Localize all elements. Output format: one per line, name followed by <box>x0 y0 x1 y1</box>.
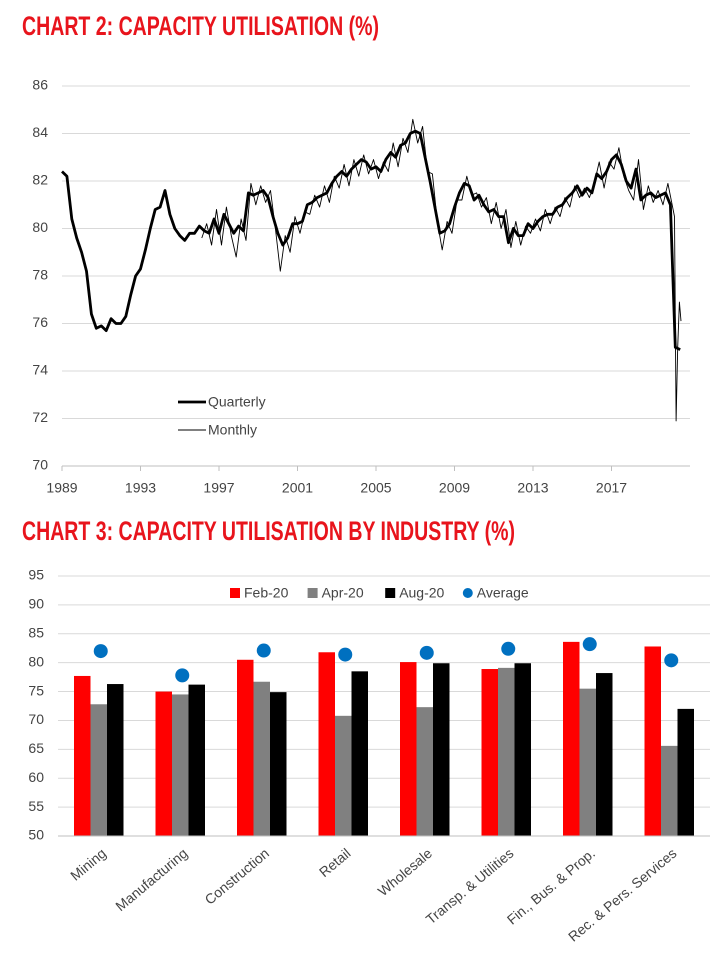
bar <box>155 691 172 836</box>
y-tick-label: 90 <box>28 596 44 612</box>
bar <box>400 662 417 836</box>
average-dot <box>256 643 271 658</box>
average-dot <box>338 647 353 662</box>
x-tick-label: Manufacturing <box>112 845 190 914</box>
data-line <box>61 129 681 351</box>
legend-swatch <box>307 588 318 598</box>
bar <box>318 652 335 836</box>
bar <box>351 671 368 836</box>
legend-label: Apr-20 <box>322 585 364 601</box>
y-tick-label: 85 <box>28 624 44 640</box>
bar <box>563 641 580 836</box>
x-tick-label: Retail <box>316 845 354 880</box>
legend-label: Monthly <box>208 422 257 438</box>
y-tick-label: 55 <box>28 798 44 814</box>
y-tick-label: 95 <box>28 567 44 583</box>
legend-label: Aug-20 <box>399 585 444 601</box>
chart-title: CHART 3: CAPACITY UTILISATION BY INDUSTR… <box>22 516 515 546</box>
bar <box>90 704 107 836</box>
bar <box>498 667 515 836</box>
y-tick-label: 86 <box>32 77 48 93</box>
bar <box>188 684 205 836</box>
y-tick-label: 65 <box>28 740 44 756</box>
x-tick-label: Mining <box>67 845 109 884</box>
average-dot <box>93 644 108 659</box>
x-tick-label: 2013 <box>517 480 548 496</box>
legend-label: Feb-20 <box>244 585 289 601</box>
y-tick-label: 80 <box>28 653 44 669</box>
average-dot <box>501 641 516 656</box>
bar <box>579 688 596 836</box>
bar <box>481 669 498 836</box>
x-tick-label: Wholesale <box>375 845 436 899</box>
y-tick-label: 84 <box>32 124 48 140</box>
x-tick-label: 2009 <box>439 480 470 496</box>
legend-swatch <box>385 588 396 598</box>
average-dot <box>664 653 679 668</box>
x-tick-label: 2017 <box>596 480 627 496</box>
bar <box>107 684 124 836</box>
legend-label: Average <box>477 585 529 601</box>
x-tick-label: 1997 <box>203 480 234 496</box>
average-dot <box>419 645 434 660</box>
y-tick-label: 70 <box>28 711 44 727</box>
legend-swatch <box>230 588 240 598</box>
bar <box>677 708 694 836</box>
legend-label: Quarterly <box>208 394 266 410</box>
bar <box>172 694 189 836</box>
bar <box>270 692 287 836</box>
x-tick-label: 1989 <box>46 480 77 496</box>
y-tick-label: 80 <box>32 219 48 235</box>
y-tick-label: 78 <box>32 267 48 283</box>
average-dot <box>582 637 597 652</box>
y-tick-label: 50 <box>28 827 44 843</box>
y-tick-label: 60 <box>28 769 44 785</box>
y-tick-label: 82 <box>32 172 48 188</box>
chart-title: CHART 2: CAPACITY UTILISATION (%) <box>22 11 379 41</box>
x-tick-label: 1993 <box>125 480 156 496</box>
bar <box>237 659 254 836</box>
legend-swatch <box>462 588 473 598</box>
x-tick-label: 2005 <box>360 480 391 496</box>
bar <box>433 663 450 836</box>
y-tick-label: 70 <box>32 457 48 473</box>
y-tick-label: 75 <box>28 682 44 698</box>
bar <box>74 675 91 836</box>
bar <box>644 646 661 836</box>
average-dot <box>175 668 190 683</box>
bar <box>514 663 531 836</box>
x-tick-label: Construction <box>202 845 272 908</box>
y-tick-label: 74 <box>32 362 48 378</box>
bar <box>596 673 613 836</box>
x-tick-label: Transp. & Utilities <box>423 845 517 927</box>
bar <box>335 715 352 836</box>
y-tick-label: 76 <box>32 314 48 330</box>
bar <box>253 681 270 836</box>
x-tick-label: 2001 <box>282 480 313 496</box>
y-tick-label: 72 <box>32 409 48 425</box>
bar <box>416 707 433 836</box>
bar <box>661 745 678 836</box>
